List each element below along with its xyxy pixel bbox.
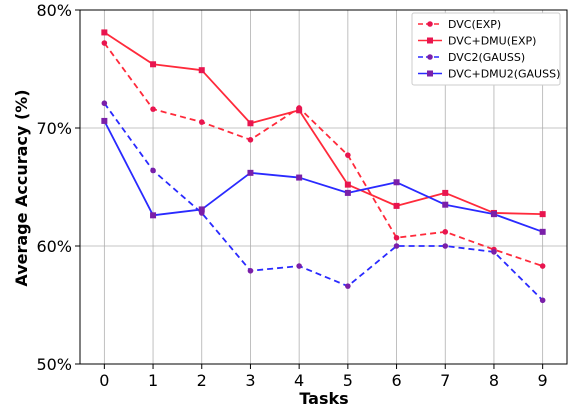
data-point [442,189,449,196]
data-point [345,283,351,289]
data-point [442,243,449,249]
x-tick-label: 0 [99,371,109,390]
data-point [150,167,156,174]
data-point [490,211,497,218]
x-tick-label: 9 [538,371,548,390]
data-point [198,119,205,125]
y-tick-label: 60% [36,237,72,256]
data-point [393,234,400,241]
data-point [296,174,303,181]
data-point [101,117,108,124]
data-point [539,211,546,218]
data-point [442,201,449,208]
y-tick-label: 70% [36,119,72,138]
legend-label: DVC+DMU2(GAUSS) [448,68,560,81]
y-tick-label: 50% [36,355,72,374]
data-point [442,229,449,235]
data-point [296,107,303,114]
legend-marker [427,70,433,77]
y-tick-label: 80% [36,1,72,20]
data-point [247,267,254,274]
data-point [101,29,108,36]
legend-marker [427,37,433,44]
legend-marker [427,54,433,60]
x-axis-label: Tasks [299,389,348,408]
data-point [296,263,302,269]
legend-label: DVC2(GAUSS) [448,51,525,64]
x-tick-label: 5 [343,371,353,390]
series-layer [101,29,546,304]
x-tick-label: 7 [440,371,450,390]
data-point [393,202,400,209]
series-line [103,102,544,301]
data-point [393,179,400,186]
plot-area-frame [79,9,568,365]
data-point [344,189,351,196]
data-point [150,106,156,112]
legend-label: DVC(EXP) [448,18,501,31]
x-tick-label: 6 [391,371,401,390]
series-line [103,31,543,216]
legend-marker [427,21,433,27]
x-tick-label: 8 [489,371,499,390]
data-point [101,100,108,107]
data-point [101,40,108,46]
data-point [345,152,351,158]
data-point [393,243,400,249]
y-axis-label: Average Accuracy (%) [12,89,31,286]
series-2 [101,100,546,304]
data-point [150,61,157,68]
data-point [247,120,254,127]
data-point [198,206,205,213]
data-point [539,228,546,235]
x-tick-label: 3 [245,371,255,390]
x-tick-label: 1 [148,371,158,390]
data-point [344,181,351,188]
series-3 [101,117,546,235]
data-point [247,137,254,143]
data-point [198,67,205,74]
legend-label: DVC+DMU(EXP) [448,35,536,48]
data-point [247,169,254,176]
axis-ticks: 0 1 2 3 4 5 6 7 8 9 50% 60% 70% 80% [36,1,547,390]
x-tick-label: 2 [197,371,207,390]
data-point [539,263,546,269]
data-point [491,249,497,255]
series-line [103,120,543,233]
data-point [539,297,546,304]
x-tick-label: 4 [294,371,304,390]
legend: DVC(EXP) DVC+DMU(EXP) DVC2(GAUSS) DVC+DMU2(… [411,12,561,86]
data-point [150,212,157,219]
series-line [103,42,543,267]
legend-box [411,12,561,86]
